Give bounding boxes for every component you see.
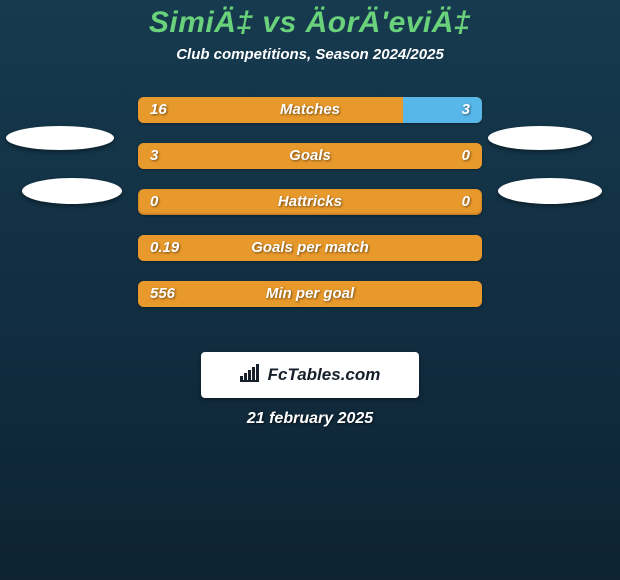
fctables-badge[interactable]: FcTables.com: [201, 352, 419, 398]
stat-bar: [138, 235, 482, 261]
comparison-rows: Matches163 Goals30 Hattricks00 Goals per ma…: [0, 97, 620, 307]
stat-bar-left: [138, 281, 482, 307]
comparison-card: SimiÄ‡ vs ÄorÄ'eviÄ‡ Club competitions, …: [0, 0, 620, 307]
stat-row: Hattricks00: [0, 189, 620, 215]
stat-row: Goals30: [0, 143, 620, 169]
stat-bar: [138, 281, 482, 307]
date-label: 21 february 2025: [0, 410, 620, 428]
stat-bar: [138, 143, 482, 169]
chart-bars-icon: [240, 364, 262, 387]
stat-row: Min per goal556: [0, 281, 620, 307]
stat-bar-right: [403, 97, 482, 123]
stat-bar-left: [138, 143, 482, 169]
page-title: SimiÄ‡ vs ÄorÄ'eviÄ‡: [0, 6, 620, 40]
stat-bar: [138, 189, 482, 215]
stat-row: Matches163: [0, 97, 620, 123]
stat-bar-left: [138, 97, 403, 123]
stat-bar: [138, 97, 482, 123]
page-subtitle: Club competitions, Season 2024/2025: [0, 46, 620, 63]
fctables-badge-text: FcTables.com: [268, 365, 381, 385]
stat-bar-left: [138, 235, 482, 261]
stat-row: Goals per match0.19: [0, 235, 620, 261]
